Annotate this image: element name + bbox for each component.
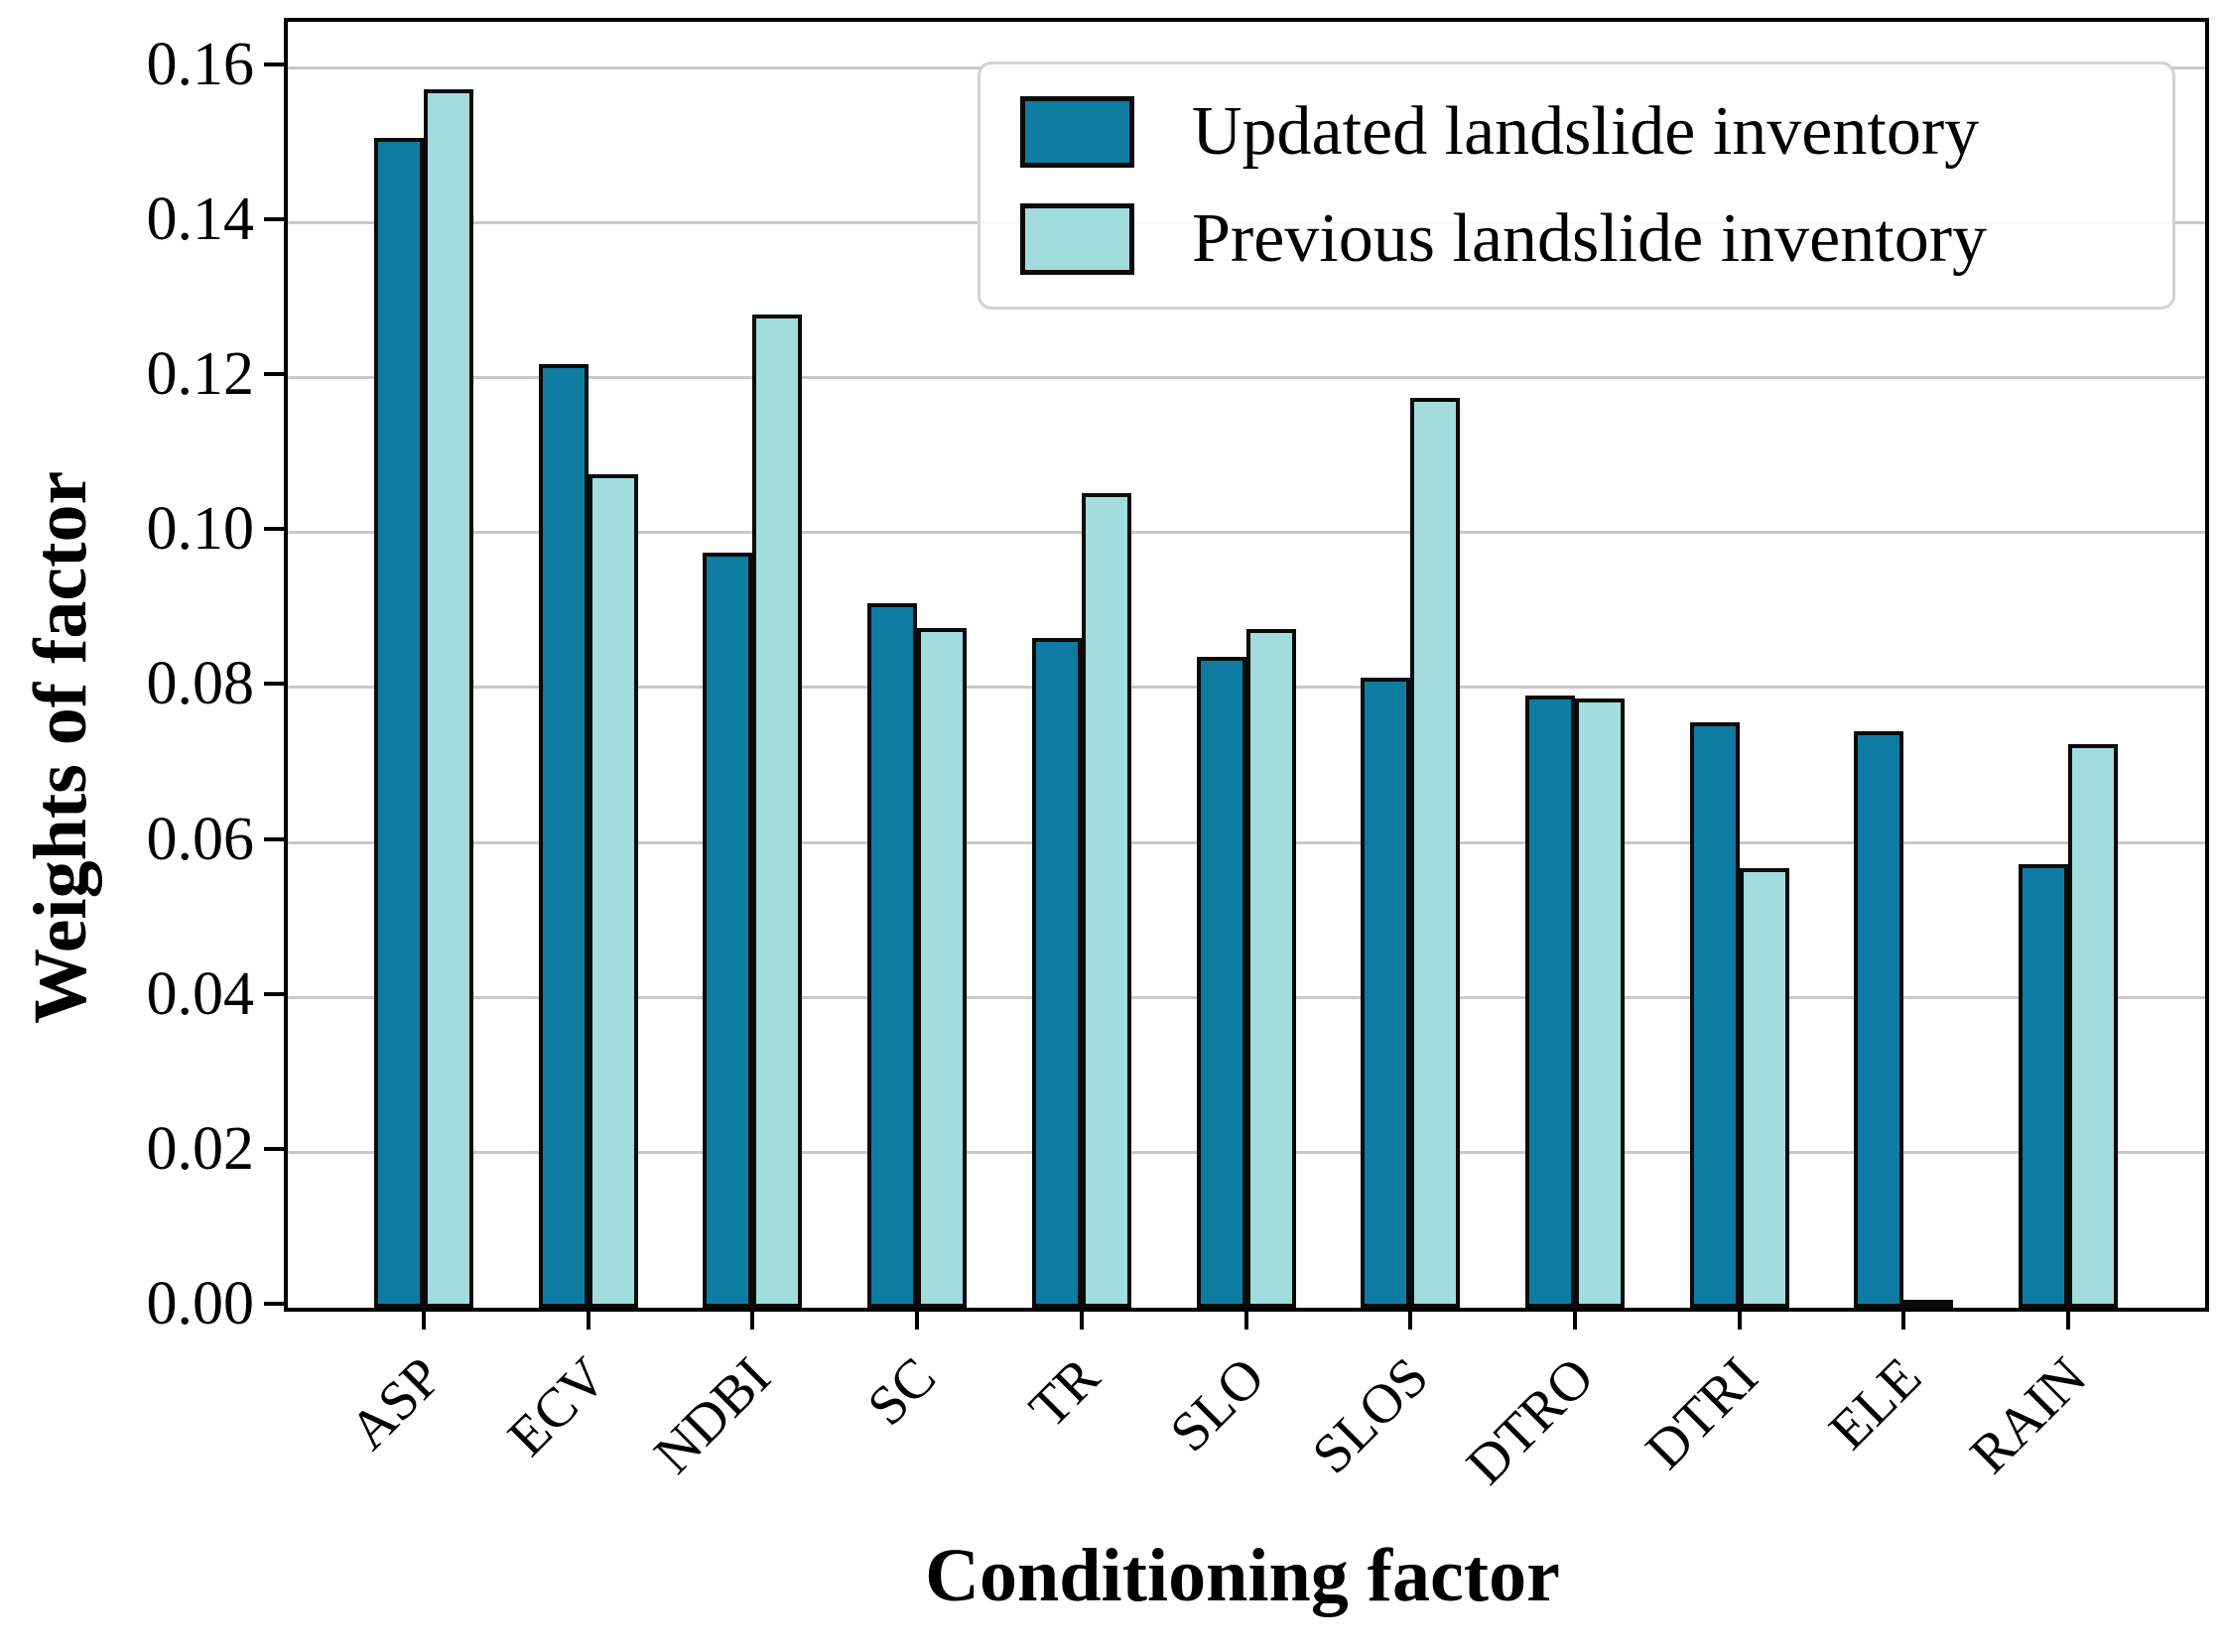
y-tick-label-0.00: 0.00 (146, 1270, 255, 1337)
x-tick-label-DTRI: DTRI (1635, 1345, 1770, 1481)
bar-previous-TR (1082, 493, 1131, 1308)
legend-swatch-previous (1020, 203, 1134, 275)
bar-updated-DTRO (1525, 696, 1575, 1308)
bar-updated-DTRI (1690, 722, 1740, 1308)
y-tick-0.04 (264, 992, 284, 996)
x-tick-DTRO (1573, 1308, 1577, 1330)
bar-previous-ECV (588, 474, 638, 1308)
bar-updated-SLOS (1361, 678, 1410, 1308)
bar-previous-NDBI (752, 315, 802, 1308)
x-tick-label-ASP: ASP (337, 1345, 455, 1462)
y-tick-label-0.16: 0.16 (146, 31, 255, 98)
x-tick-label-TR: TR (1017, 1345, 1112, 1441)
y-tick-0.02 (264, 1147, 284, 1151)
legend-item-updated: Updated landslide inventory (1020, 96, 2133, 168)
x-tick-label-SLO: SLO (1158, 1345, 1277, 1464)
x-tick-SLO (1244, 1308, 1248, 1330)
y-tick-label-0.14: 0.14 (146, 186, 255, 253)
x-tick-label-DTRO: DTRO (1454, 1345, 1606, 1497)
x-tick-label-RAIN: RAIN (1958, 1345, 2099, 1486)
x-tick-TR (1080, 1308, 1084, 1330)
x-tick-DTRI (1738, 1308, 1742, 1330)
bar-previous-ELE (1903, 1300, 1953, 1308)
y-tick-label-0.06: 0.06 (146, 806, 255, 873)
bar-previous-ASP (424, 89, 473, 1308)
x-axis-title: Conditioning factor (925, 1534, 1560, 1617)
bar-updated-SC (867, 603, 917, 1308)
bar-updated-ELE (1854, 731, 1903, 1308)
y-tick-label-0.04: 0.04 (146, 960, 255, 1028)
y-tick-label-0.10: 0.10 (146, 495, 255, 563)
legend-item-previous: Previous landslide inventory (1020, 203, 2133, 275)
bar-previous-RAIN (2068, 744, 2118, 1308)
x-tick-NDBI (750, 1308, 754, 1330)
x-tick-label-SC: SC (855, 1345, 948, 1438)
y-tick-label-0.02: 0.02 (146, 1115, 255, 1183)
x-tick-ELE (1901, 1308, 1905, 1330)
x-tick-label-NDBI: NDBI (642, 1345, 783, 1486)
x-tick-SC (915, 1308, 919, 1330)
legend-label-updated: Updated landslide inventory (1192, 93, 1980, 170)
bar-updated-TR (1032, 638, 1082, 1308)
y-tick-0.16 (264, 63, 284, 66)
x-tick-SLOS (1408, 1308, 1412, 1330)
y-tick-0.08 (264, 682, 284, 686)
gridline-0.12 (288, 376, 2205, 379)
bar-updated-ASP (374, 138, 424, 1308)
y-tick-0.14 (264, 217, 284, 221)
x-tick-label-ELE: ELE (1818, 1345, 1934, 1461)
x-tick-RAIN (2066, 1308, 2070, 1330)
y-tick-label-0.12: 0.12 (146, 340, 255, 408)
y-tick-label-0.08: 0.08 (146, 650, 255, 717)
bar-previous-DTRO (1575, 699, 1625, 1308)
y-tick-0.12 (264, 372, 284, 376)
x-tick-ECV (587, 1308, 590, 1330)
x-tick-label-ECV: ECV (496, 1345, 619, 1468)
y-tick-0.00 (264, 1302, 284, 1306)
bar-previous-SLO (1246, 629, 1296, 1308)
x-tick-ASP (422, 1308, 426, 1330)
legend-label-previous: Previous landslide inventory (1192, 200, 1988, 277)
legend-swatch-updated (1020, 96, 1134, 168)
bar-updated-NDBI (703, 553, 752, 1308)
bar-updated-ECV (539, 364, 588, 1308)
bar-previous-SC (917, 628, 967, 1308)
x-tick-label-SLOS: SLOS (1300, 1345, 1441, 1486)
bar-updated-RAIN (2019, 864, 2068, 1308)
bar-previous-DTRI (1740, 868, 1789, 1308)
y-tick-0.10 (264, 527, 284, 531)
bar-previous-SLOS (1410, 398, 1460, 1308)
gridline-0.10 (288, 531, 2205, 534)
y-tick-0.06 (264, 837, 284, 841)
legend: Updated landslide inventory Previous land… (978, 62, 2175, 310)
bar-updated-SLO (1197, 657, 1246, 1308)
